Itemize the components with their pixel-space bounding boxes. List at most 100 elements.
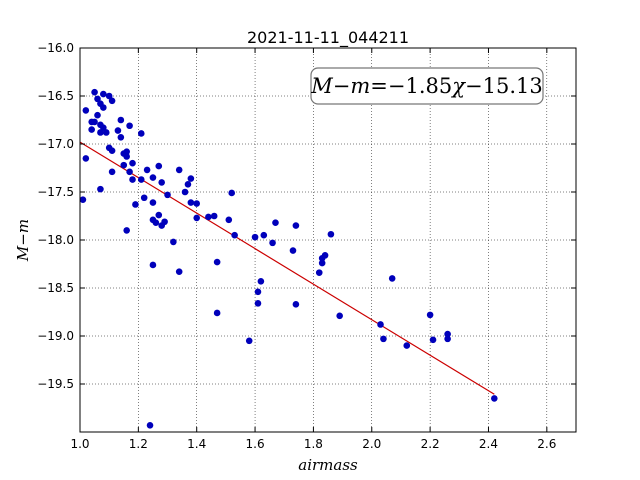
data-point [251, 233, 259, 241]
data-point [94, 95, 101, 103]
data-point [245, 337, 253, 345]
annotation-slope: −1.85 [388, 74, 452, 98]
y-tick-label: −16.0 [37, 41, 74, 55]
data-point [100, 104, 107, 111]
data-point [158, 179, 165, 186]
data-point [88, 126, 95, 133]
annotation-lhs: M−m [310, 74, 370, 98]
x-tick-label: 1.0 [70, 437, 89, 451]
chart-title: 2021-11-11_044211 [247, 28, 409, 48]
x-tick-label: 1.4 [187, 437, 206, 451]
data-point [269, 239, 276, 247]
data-point [117, 116, 125, 124]
data-point [149, 174, 157, 181]
data-point [94, 111, 101, 119]
data-point [336, 312, 343, 320]
data-point [108, 147, 116, 155]
data-point [79, 196, 87, 203]
data-points [79, 88, 498, 429]
y-tick-label: −17.5 [37, 185, 74, 199]
data-point [213, 309, 221, 317]
data-point [292, 301, 300, 308]
annotation-box [310, 67, 544, 105]
data-point [429, 336, 437, 344]
data-point [126, 168, 133, 176]
data-point [321, 252, 329, 259]
y-tick-label: −19.0 [37, 329, 74, 343]
data-point [91, 88, 98, 96]
data-point [152, 219, 160, 227]
data-point [184, 181, 192, 188]
data-point [403, 342, 411, 349]
data-point [315, 269, 323, 276]
data-point [91, 118, 98, 126]
data-point [137, 176, 145, 183]
data-point [210, 212, 218, 220]
data-point [257, 277, 265, 285]
y-tick-label: −19.5 [37, 377, 74, 391]
x-tick-label: 1.2 [129, 437, 148, 451]
x-tick-label: 2.4 [479, 437, 498, 451]
data-point [175, 268, 183, 275]
data-point [132, 201, 139, 208]
data-point [114, 127, 122, 134]
data-point [380, 335, 387, 343]
data-point [272, 219, 279, 227]
data-point [123, 227, 130, 234]
data-point [377, 321, 384, 328]
x-tick-label: 2.0 [362, 437, 381, 451]
data-point [292, 222, 300, 229]
data-point [327, 230, 335, 238]
data-point [97, 129, 104, 136]
axis-ticks: 1.0 1.2 1.4 1.6 1.8 2.0 2.2 2.4 2.6 −16.0 −16.5 −17… [37, 41, 576, 451]
data-point [120, 161, 128, 169]
data-point [137, 130, 145, 137]
data-point [175, 166, 183, 174]
annotation-equals: = [370, 74, 388, 98]
fit-line [79, 141, 495, 395]
data-point [146, 421, 154, 429]
data-point [102, 129, 110, 136]
data-point [100, 90, 107, 98]
data-point [129, 176, 136, 183]
data-point [289, 247, 297, 254]
data-point [187, 199, 195, 206]
data-point [155, 211, 163, 219]
x-axis-label: airmass [298, 456, 358, 474]
x-tick-label: 1.6 [246, 437, 265, 451]
data-point [213, 258, 221, 266]
y-tick-label: −18.0 [37, 233, 74, 247]
fit-annotation: M−m=−1.85χ−15.13 [310, 67, 544, 105]
data-point [388, 275, 396, 282]
x-tick-label: 2.6 [537, 437, 556, 451]
data-point [117, 133, 125, 141]
data-point [231, 231, 238, 239]
y-tick-label: −16.5 [37, 89, 74, 103]
data-point [129, 159, 136, 167]
x-tick-label: 1.8 [304, 437, 323, 451]
data-point [105, 92, 113, 100]
data-point [97, 185, 104, 193]
data-point [108, 168, 116, 176]
y-tick-label: −17.0 [37, 137, 74, 151]
data-point [149, 199, 157, 206]
y-tick-label: −18.5 [37, 281, 74, 295]
data-point [170, 238, 177, 246]
data-point [82, 155, 90, 162]
data-point [123, 153, 130, 160]
data-point [82, 107, 90, 114]
data-point [149, 261, 157, 269]
data-point [140, 194, 148, 202]
data-point [123, 148, 130, 155]
annotation-variable: χ [450, 74, 466, 98]
data-point [164, 191, 171, 199]
data-point [318, 259, 326, 267]
data-point [193, 200, 201, 207]
data-point [143, 166, 151, 174]
data-point [228, 189, 236, 197]
data-point [491, 395, 498, 402]
data-point [254, 300, 262, 307]
data-point [444, 330, 451, 338]
data-point [225, 216, 233, 224]
data-point [100, 124, 107, 131]
